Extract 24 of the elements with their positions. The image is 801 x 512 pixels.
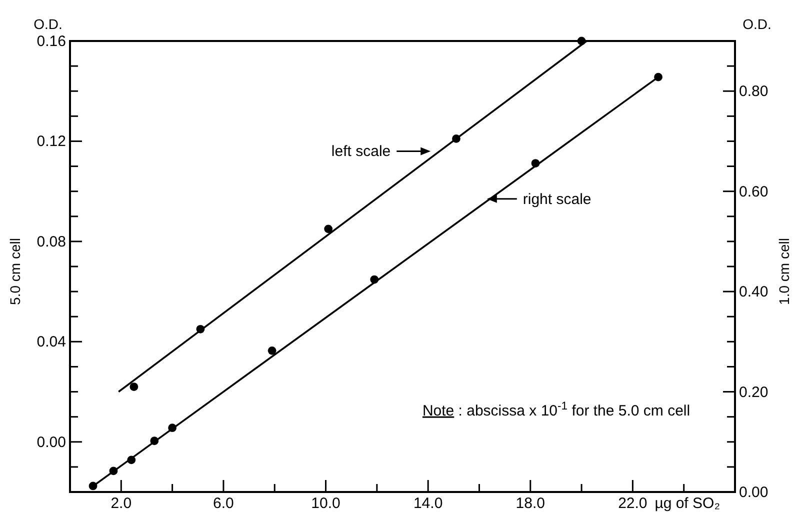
text: O.D.: [742, 16, 772, 32]
annotation: Note : abscissa x 10$^{-1}$ for the 5.0 cm cell: [422, 400, 690, 420]
y-axis-title: 5.0 cm cell: [7, 238, 23, 305]
y-tick-label: 0.00: [36, 434, 66, 451]
x-tick-label: 6.0: [213, 495, 234, 512]
y2-tick-label: 0.00: [739, 484, 768, 501]
y2-tick-label: 0.80: [739, 83, 768, 100]
x-tick-label: 18.0: [516, 495, 545, 512]
x-axis-title: µg of SO₂: [654, 495, 720, 512]
x-tick-label: 14.0: [413, 495, 443, 512]
y-tick-label: 0.08: [36, 233, 66, 250]
y2-tick-label: 0.40: [739, 284, 768, 301]
text: O.D.: [34, 16, 62, 32]
x-tick-label: 10.0: [311, 495, 340, 512]
y2-tick-label: 0.60: [739, 183, 768, 200]
annotation: right scale: [522, 190, 592, 208]
y-tick-label: 0.04: [36, 334, 66, 351]
y2-axis-title: 1.0 cm cell: [776, 238, 792, 305]
x-tick-label: 22.0: [618, 495, 648, 512]
annotation: left scale: [331, 143, 391, 160]
y-tick-label: 0.12: [36, 133, 66, 150]
x-tick-label: 2.0: [110, 495, 132, 512]
y2-tick-label: 0.20: [739, 384, 768, 401]
y-tick-label: 0.16: [36, 33, 66, 50]
